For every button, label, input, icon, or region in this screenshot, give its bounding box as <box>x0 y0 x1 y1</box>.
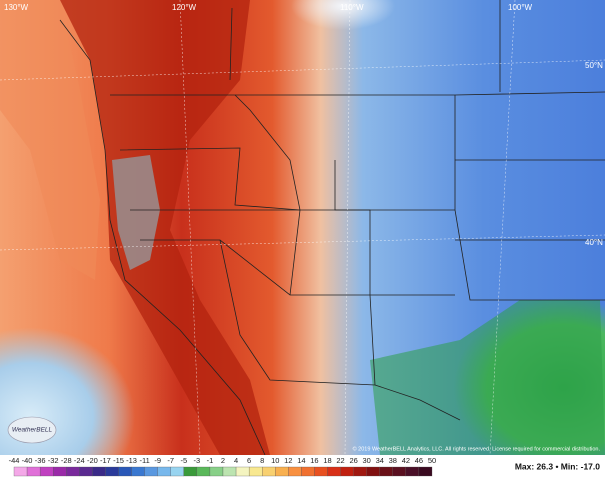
colorbar-swatch <box>131 466 145 477</box>
colorbar-label: -28 <box>61 456 72 465</box>
colorbar-label: -17 <box>100 456 111 465</box>
max-min: Max: 26.3 • Min: -17.0 <box>515 461 600 471</box>
colorbar-label: 46 <box>415 456 423 465</box>
colorbar-label: 42 <box>402 456 410 465</box>
logo: WeatherBELL <box>7 416 57 444</box>
colorbar-label: 26 <box>349 456 357 465</box>
colorbar-swatch <box>53 466 67 477</box>
colorbar-swatch <box>92 466 106 477</box>
colorbar-swatch <box>379 466 393 477</box>
colorbar-swatch <box>418 466 433 477</box>
colorbar-label: 34 <box>376 456 384 465</box>
colorbar-swatch <box>314 466 328 477</box>
colorbar-swatch <box>79 466 93 477</box>
colorbar-label: -5 <box>180 456 187 465</box>
colorbar-label: -32 <box>48 456 59 465</box>
colorbar-swatch <box>170 466 184 477</box>
logo-text: WeatherBELL <box>12 427 53 434</box>
colorbar-label: -15 <box>113 456 124 465</box>
colorbar-swatch <box>288 466 302 477</box>
colorbar-label: 30 <box>363 456 371 465</box>
colorbar-swatch <box>275 466 289 477</box>
colorbar-label: -24 <box>74 456 85 465</box>
colorbar-label: -7 <box>167 456 174 465</box>
colorbar-label: -20 <box>87 456 98 465</box>
grid-label: 110°W <box>340 3 364 12</box>
colorbar-swatch <box>340 466 354 477</box>
colorbar-label: 4 <box>234 456 238 465</box>
colorbar-label: -3 <box>194 456 201 465</box>
colorbar-swatch <box>196 466 211 477</box>
colorbar-label: 22 <box>336 456 344 465</box>
colorbar-swatch <box>26 466 41 477</box>
colorbar-label: 10 <box>271 456 279 465</box>
colorbar-label: 50 <box>428 456 436 465</box>
grid-label: 120°W <box>172 3 197 12</box>
colorbar-label: -13 <box>126 456 137 465</box>
colorbar-label: 6 <box>247 456 251 465</box>
colorbar-label: -1 <box>207 456 214 465</box>
colorbar-swatch <box>405 466 420 477</box>
colorbar-label: -11 <box>139 456 149 465</box>
colorbar-swatch <box>248 466 263 477</box>
colorbar-swatch <box>118 466 132 477</box>
colorbar-label: 18 <box>323 456 331 465</box>
colorbar-swatch <box>301 466 315 477</box>
grid-label: 100°W <box>508 3 533 12</box>
colorbar-swatch <box>105 466 119 477</box>
colorbar-label: -40 <box>22 456 33 465</box>
colorbar-swatch <box>183 466 198 477</box>
colorbar-label: 16 <box>310 456 318 465</box>
colorbar-label: -44 <box>9 456 20 465</box>
colorbar-swatch <box>157 466 171 477</box>
grid-label: 40°N <box>585 238 603 247</box>
colorbar-swatch <box>262 466 276 477</box>
grid-label: 50°N <box>585 61 603 70</box>
colorbar-label: 38 <box>389 456 397 465</box>
colorbar-swatch <box>366 466 380 477</box>
copyright: © 2019 WeatherBELL Analytics, LLC. All r… <box>353 445 601 452</box>
colorbar-swatch <box>222 466 237 477</box>
colorbar-swatch <box>327 466 341 477</box>
colorbar-label: 2 <box>221 456 225 465</box>
colorbar-swatch <box>392 466 407 477</box>
colorbar-swatch <box>13 466 28 477</box>
colorbar-label: 8 <box>260 456 264 465</box>
colorbar-label: -36 <box>35 456 46 465</box>
colorbar-swatch <box>235 466 250 477</box>
colorbar-swatch <box>66 466 80 477</box>
map-field <box>0 0 605 455</box>
colorbar-swatch <box>353 466 367 477</box>
borders <box>59 0 605 456</box>
colorbar-swatch <box>144 466 158 477</box>
colorbar: -44 -40 -36 -32 -28 -24 -20 -17 -15 -13 -11 -9 -7 -5-… <box>9 456 436 477</box>
colorbar-label: 12 <box>284 456 292 465</box>
colorbar-label: 14 <box>297 456 305 465</box>
grid-label: 130°W <box>4 3 29 12</box>
colorbar-label: -9 <box>154 456 161 465</box>
colorbar-swatch <box>209 466 224 477</box>
colorbar-swatch <box>39 466 54 477</box>
